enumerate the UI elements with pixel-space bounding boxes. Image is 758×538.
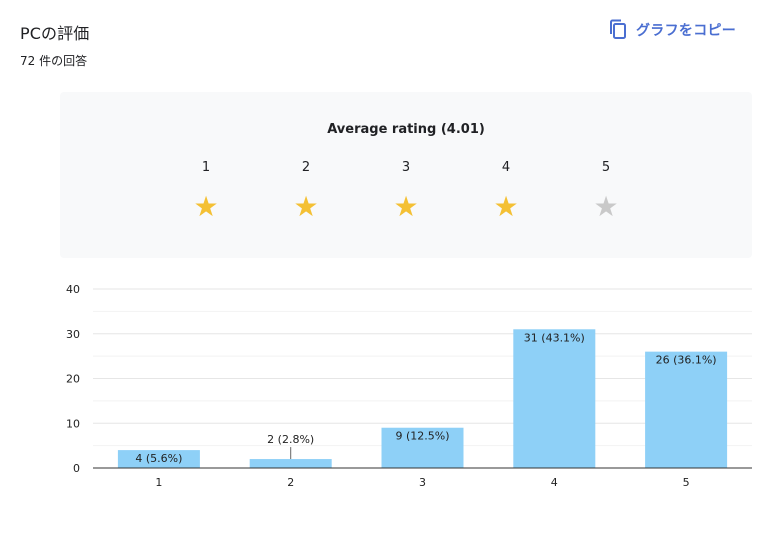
star-icon: ★ [293,190,319,223]
star-icon: ★ [393,190,419,223]
average-rating-label: Average rating (4.01) [327,122,485,137]
star-number: 3 [401,160,411,175]
chart-title: PCの評価 [20,24,90,43]
x-tick-label: 5 [683,476,690,489]
bar [117,450,200,468]
rating-star-1: 1 ★ [186,160,226,221]
bar [645,351,728,468]
x-tick-label: 4 [551,476,558,489]
star-icon: ★ [193,190,219,223]
response-count: 72 件の回答 [20,54,88,68]
bar [249,459,332,468]
star-number: 1 [201,160,211,175]
rating-panel: Average rating (4.01) 1 ★ 2 ★ 3 ★ 4 ★ 5 … [60,92,752,258]
rating-star-3: 3 ★ [386,160,426,221]
y-tick-label: 30 [66,328,80,341]
copy-icon [610,19,626,39]
star-icon: ★ [593,190,619,223]
data-label: 31 (43.1%) [524,331,585,344]
data-label: 9 (12.5%) [395,430,449,443]
x-tick-label: 1 [155,476,162,489]
rating-star-2: 2 ★ [286,160,326,221]
copy-chart-label: グラフをコピー [636,23,737,39]
bar [513,329,596,468]
y-tick-label: 40 [66,283,80,296]
data-label: 4 (5.6%) [135,452,182,465]
star-number: 5 [601,160,611,175]
star-number: 2 [301,160,311,175]
y-tick-label: 0 [73,462,80,475]
copy-chart-button[interactable]: グラフをコピー [600,14,744,46]
rating-star-5: 5 ★ [586,160,626,221]
star-icon: ★ [493,190,519,223]
x-tick-label: 2 [287,476,294,489]
data-label: 2 (2.8%) [267,433,314,446]
rating-star-4: 4 ★ [486,160,526,221]
x-tick-label: 3 [419,476,426,489]
y-tick-label: 20 [66,373,80,386]
y-tick-label: 10 [66,417,80,430]
data-label: 26 (36.1%) [656,354,717,367]
bar [381,427,464,468]
star-number: 4 [501,160,511,175]
